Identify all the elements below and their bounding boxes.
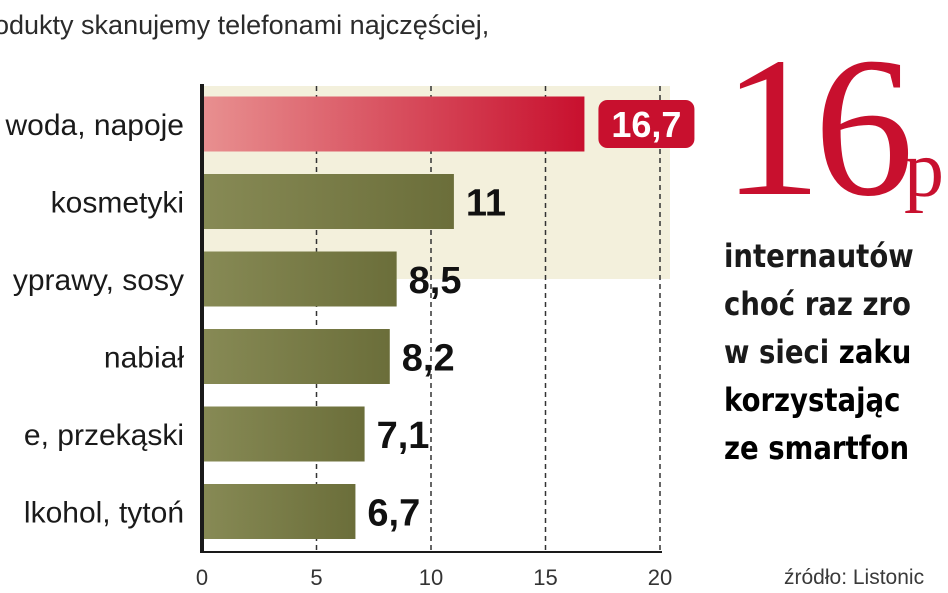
bar-4 (202, 406, 365, 462)
value-badge-0 (598, 100, 695, 148)
bar-1 (202, 174, 454, 229)
value-label-1: 11 (466, 183, 506, 225)
category-label-0: woda, napoje (5, 109, 184, 142)
source-note: źródło: Listonic (784, 566, 925, 589)
side-line-2: choć raz zro (724, 285, 911, 323)
category-label-2: yprawy, sosy (13, 264, 184, 297)
side-line-3: w sieci zaku (724, 333, 912, 371)
side-line-4: korzystając (724, 381, 901, 419)
bar-2 (202, 251, 397, 307)
chart-subtitle: odukty skanujemy telefonami najczęściej, (0, 10, 490, 40)
x-tick-label-10: 10 (419, 565, 443, 590)
bar-5 (202, 484, 356, 539)
bar-chart: woda, napoje 16,7 kosmetyki 11 yprawy, sosy 8… (5, 84, 695, 590)
side-description: internautów choć raz zro w sieci zaku ko… (724, 232, 914, 472)
x-tick-label-5: 5 (310, 565, 322, 590)
value-label-2: 8,5 (409, 260, 462, 302)
bar-3 (202, 329, 390, 384)
x-tick-label-20: 20 (648, 565, 672, 590)
headline-number: 16 (722, 17, 914, 238)
category-label-3: nabiał (104, 342, 184, 375)
value-label-5: 6,7 (367, 493, 420, 535)
x-tick-label-0: 0 (196, 565, 208, 590)
x-tick-label-15: 15 (533, 565, 557, 590)
category-label-5: lkohol, tytoń (24, 497, 184, 530)
value-label-0: 16,7 (611, 104, 681, 145)
category-label-4: e, przekąski (24, 419, 184, 452)
value-label-4: 7,1 (377, 415, 430, 457)
headline-unit: p (904, 126, 944, 214)
value-label-3: 8,2 (402, 338, 455, 380)
category-label-1: kosmetyki (51, 187, 184, 220)
side-line-5: ze smartfon (724, 429, 910, 467)
bar-0 (202, 96, 585, 152)
side-line-1: internautów (724, 237, 914, 275)
